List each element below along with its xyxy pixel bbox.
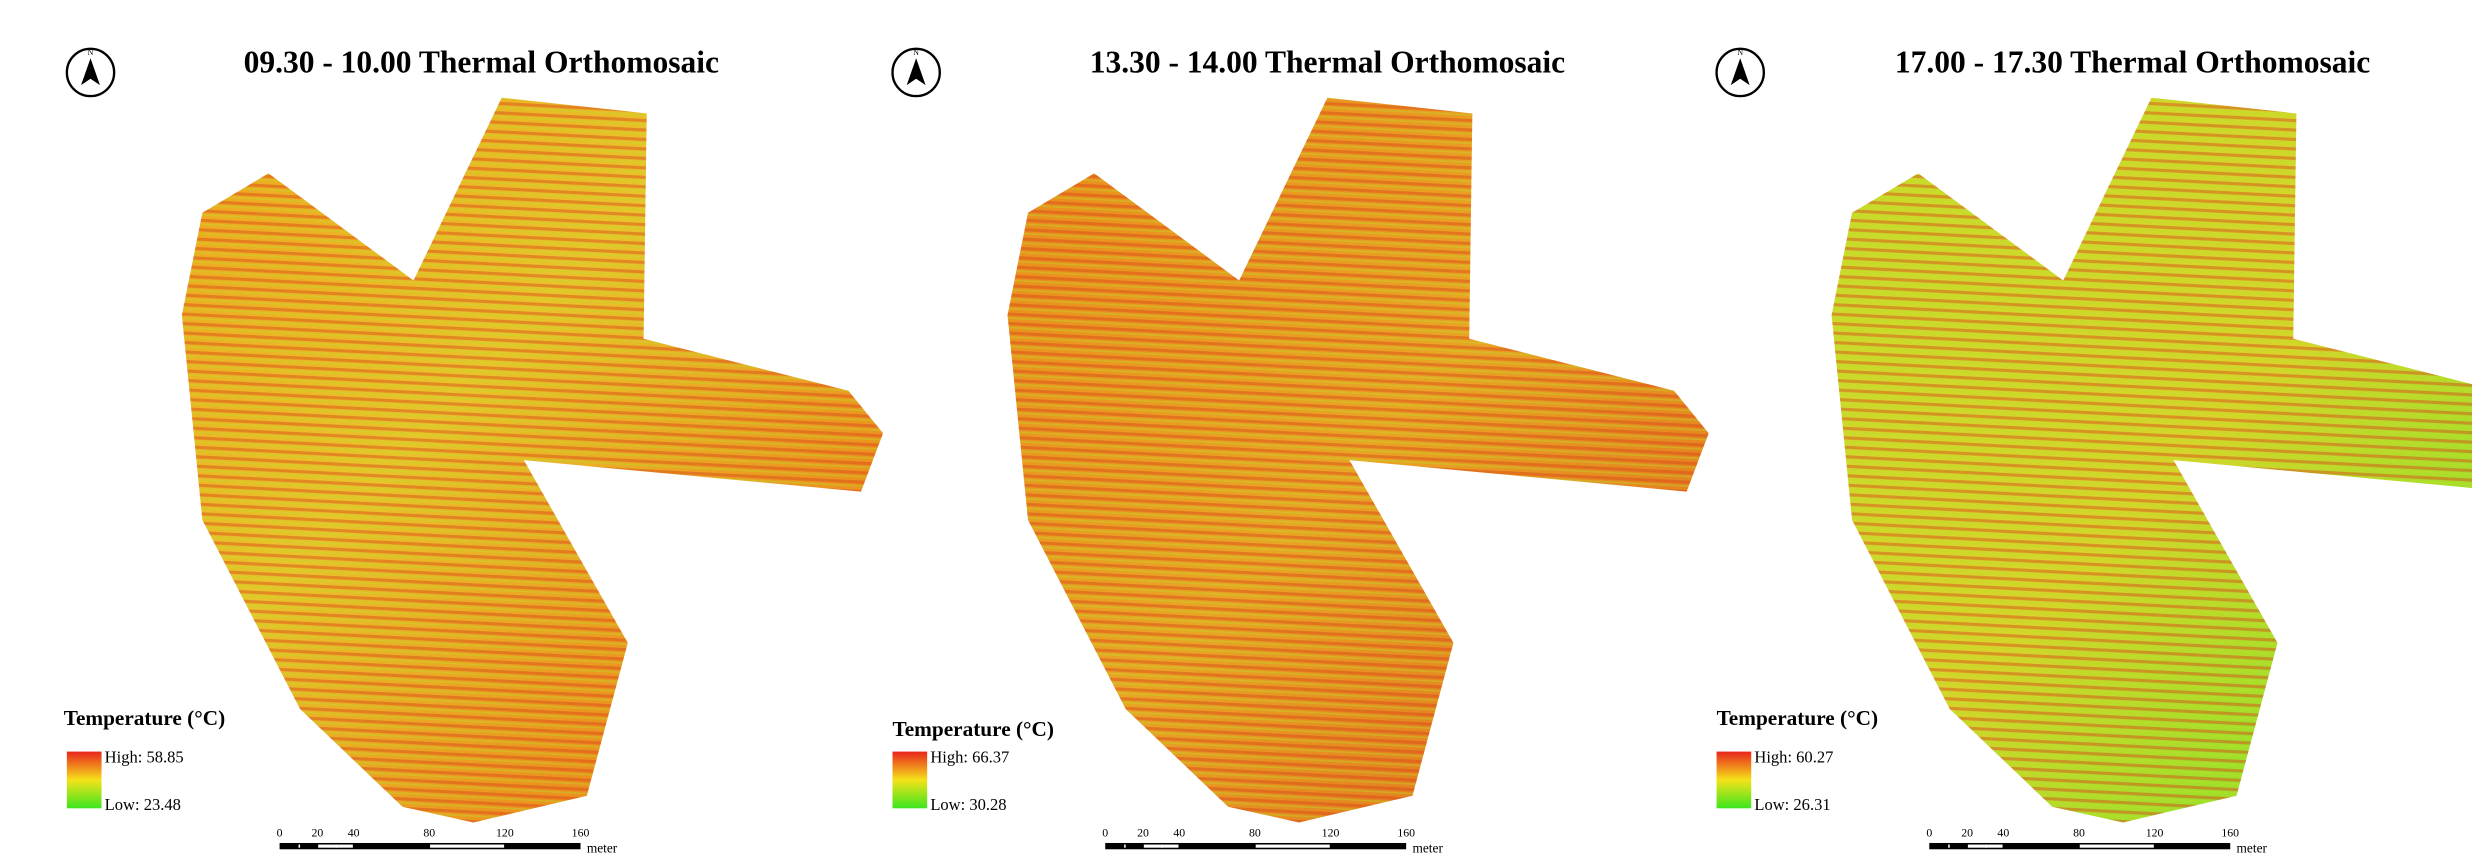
thermal-map-texture bbox=[182, 98, 883, 823]
legend-low: Low: 23.48 bbox=[105, 795, 181, 814]
legend-low: Low: 30.28 bbox=[930, 795, 1006, 814]
scale-bar-label: 160 bbox=[572, 826, 590, 840]
scale-bar-segment bbox=[1124, 845, 1126, 848]
scale-bar-segment bbox=[1161, 845, 1163, 848]
scale-bar-label: 0 bbox=[1102, 826, 1108, 840]
scale-bar-label: 20 bbox=[312, 826, 324, 840]
north-arrow bbox=[67, 48, 114, 96]
scale-bar-label: 120 bbox=[2146, 826, 2164, 840]
panel: 17.00 - 17.30 Thermal Orthomosaic Temper… bbox=[1717, 44, 2472, 854]
legend-title: Temperature (°C) bbox=[1717, 706, 1878, 730]
scale-bar-segment bbox=[1144, 845, 1179, 848]
panel-title: 17.00 - 17.30 Thermal Orthomosaic bbox=[1895, 44, 2370, 79]
scale-bar-segment bbox=[1948, 845, 1950, 848]
panel-title: 13.30 - 14.00 Thermal Orthomosaic bbox=[1090, 44, 1565, 79]
scale-bar-segment bbox=[1985, 845, 1987, 848]
panel-title: 09.30 - 10.00 Thermal Orthomosaic bbox=[244, 44, 719, 79]
scale-bar-label: 160 bbox=[1397, 826, 1415, 840]
thermal-map-texture bbox=[1008, 98, 1709, 823]
scale-bar-label: 0 bbox=[277, 826, 283, 840]
legend-high: High: 60.27 bbox=[1754, 748, 1833, 767]
scale-bar-segment bbox=[1256, 845, 1330, 848]
scale-bar-segment bbox=[2080, 845, 2154, 848]
scale-bar-segment bbox=[336, 845, 338, 848]
scale-bar-label: 80 bbox=[1249, 826, 1261, 840]
panel: 09.30 - 10.00 Thermal Orthomosaic Temper… bbox=[64, 44, 883, 854]
scale-bar-segment bbox=[430, 845, 504, 848]
panel: 13.30 - 14.00 Thermal Orthomosaic Temper… bbox=[893, 44, 1709, 854]
scale-bar-label: 120 bbox=[496, 826, 514, 840]
legend-ramp bbox=[893, 752, 928, 809]
scale-bar-unit: meter bbox=[1412, 840, 1443, 854]
scale-bar-label: 40 bbox=[348, 826, 360, 840]
scale-bar-unit: meter bbox=[2237, 840, 2268, 854]
legend-ramp bbox=[1717, 752, 1752, 809]
scale-bar-label: 40 bbox=[1997, 826, 2009, 840]
legend-title: Temperature (°C) bbox=[64, 706, 225, 730]
scale-bar-label: 80 bbox=[423, 826, 435, 840]
scale-bar-label: 120 bbox=[1322, 826, 1340, 840]
scale-bar-label: 20 bbox=[1137, 826, 1149, 840]
legend-high: High: 58.85 bbox=[105, 748, 184, 767]
figure: N 09.30 - 10.00 Thermal Orthomosaic Temp… bbox=[0, 0, 2472, 854]
scale-bar-label: 40 bbox=[1173, 826, 1185, 840]
scale-bar-segment bbox=[318, 845, 353, 848]
scale-bar-label: 80 bbox=[2073, 826, 2085, 840]
north-arrow bbox=[893, 48, 940, 96]
north-arrow bbox=[1717, 48, 1764, 96]
legend-ramp bbox=[67, 752, 102, 809]
scale-bar-segment bbox=[298, 845, 300, 848]
legend-title: Temperature (°C) bbox=[893, 717, 1054, 741]
legend-high: High: 66.37 bbox=[930, 748, 1009, 767]
scale-bar-unit: meter bbox=[587, 840, 618, 854]
scale-bar-label: 0 bbox=[1926, 826, 1932, 840]
scale-bar-label: 20 bbox=[1961, 826, 1973, 840]
legend-low: Low: 26.31 bbox=[1754, 795, 1830, 814]
scale-bar-label: 160 bbox=[2221, 826, 2239, 840]
thermal-map-texture bbox=[1832, 98, 2472, 823]
